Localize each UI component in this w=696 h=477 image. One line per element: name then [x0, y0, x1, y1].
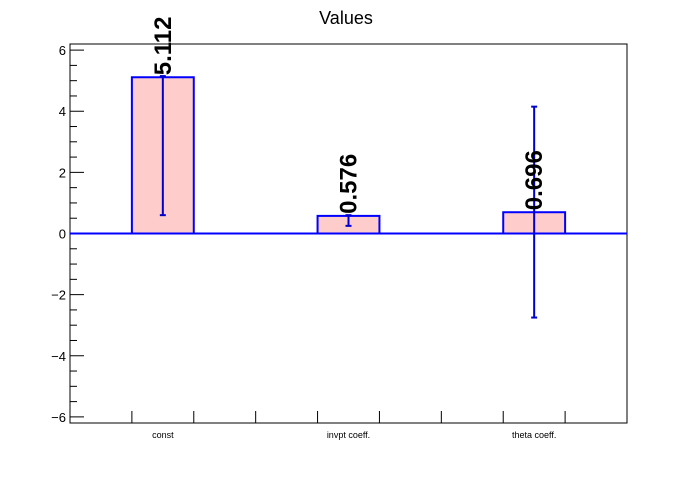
- y-tick-label: −6: [51, 410, 66, 425]
- x-category-label: const: [152, 430, 174, 440]
- y-tick-label: 4: [59, 104, 66, 119]
- bars-layer: 5.112 const 0.576 invpt coeff. 0.696 theta co…: [70, 17, 627, 440]
- chart-title: Values: [319, 8, 373, 28]
- y-tick-label: 0: [59, 227, 66, 242]
- bar-value-label: 0.576: [336, 154, 363, 214]
- bar-value-label: 0.696: [521, 150, 548, 210]
- y-tick-label: 2: [59, 165, 66, 180]
- y-tick-label: −4: [51, 349, 66, 364]
- y-tick-label: 6: [59, 43, 66, 58]
- bar-value-label: 5.112: [150, 17, 177, 76]
- y-tick-label: −2: [51, 288, 66, 303]
- x-category-label: theta coeff.: [512, 430, 556, 440]
- x-category-label: invpt coeff.: [327, 430, 370, 440]
- axes-layer: −6 −4 −2 0 2 4 6: [51, 43, 566, 425]
